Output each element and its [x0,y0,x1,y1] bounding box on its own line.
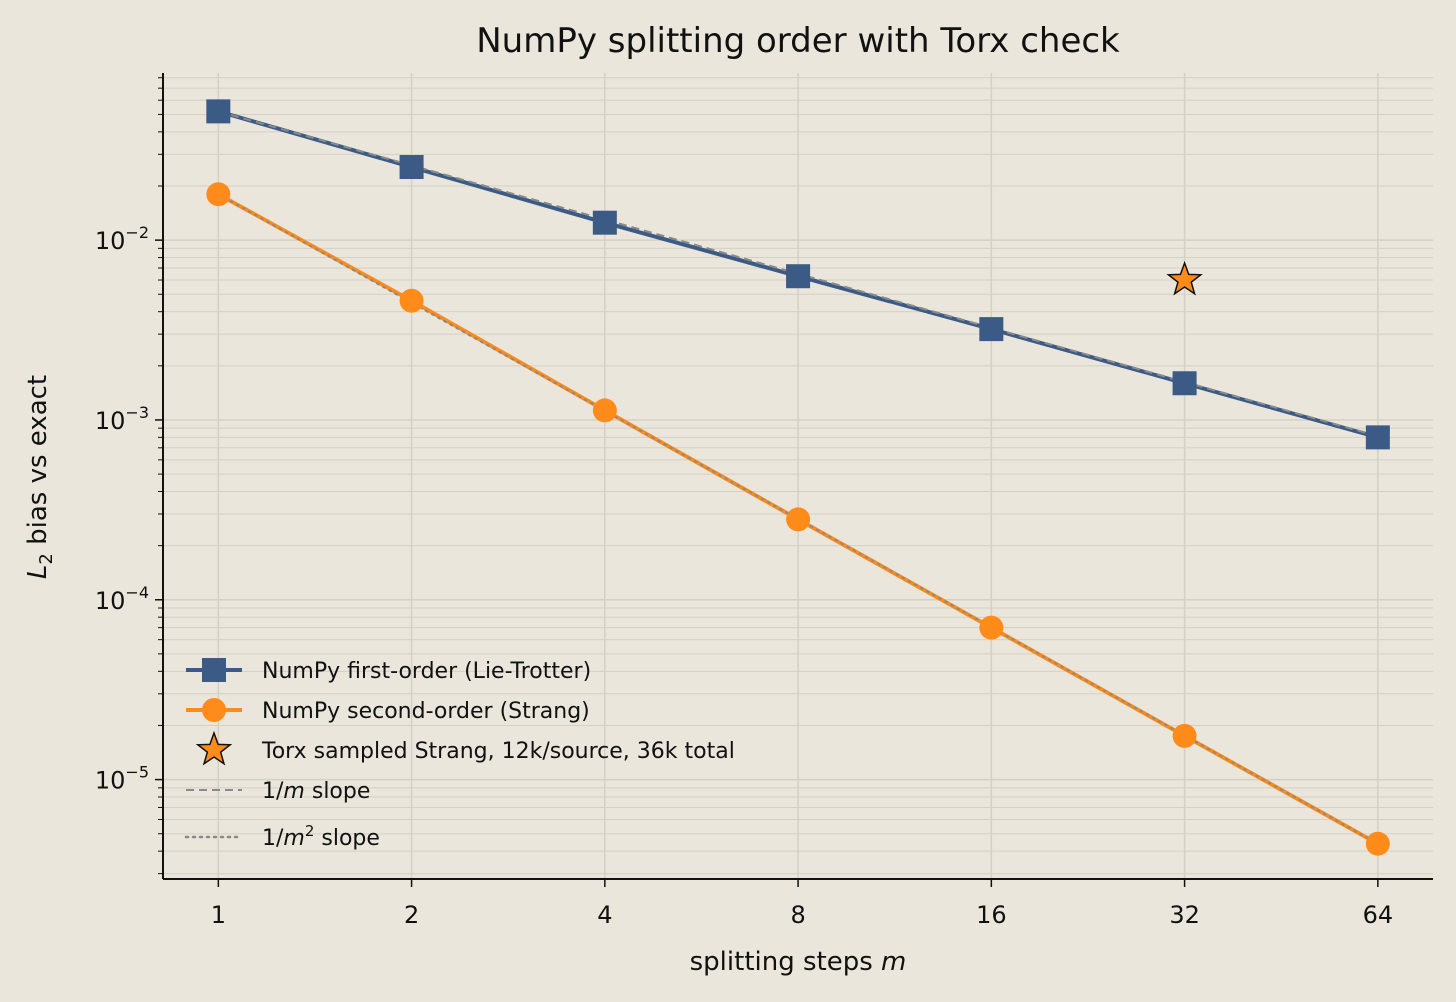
legend: NumPy first-order (Lie-Trotter) NumPy se… [184,658,735,851]
point-first-order [399,155,424,180]
legend-star-marker [195,730,233,766]
point-second-order [1172,723,1197,748]
legend-circle-marker [202,698,226,722]
legend-label-ref-m: 1/m slope [262,779,370,804]
grid [163,73,1433,879]
point-first-order [206,99,231,124]
point-second-order [979,615,1004,640]
x-tick-label: 16 [976,901,1007,929]
torx-star-point [1166,260,1203,296]
legend-label-torx: Torx sampled Strang, 12k/source, 36k tot… [261,739,735,764]
point-second-order [206,182,231,207]
y-tick-label: 10−2 [95,223,149,255]
point-first-order [786,264,811,289]
x-tick-label: 8 [790,901,805,929]
point-first-order [592,210,617,235]
y-tick-label: 10−3 [95,403,149,435]
y-axis-label: L2 bias vs exact [23,375,57,579]
markers [206,99,1390,856]
point-first-order [1365,425,1390,450]
point-second-order [1365,831,1390,856]
point-first-order [1172,371,1197,396]
x-tick-label: 1 [211,901,226,929]
point-second-order [592,398,617,423]
x-tick-label: 4 [597,901,612,929]
y-ticks: 10−2 10−3 10−4 10−5 [95,77,163,875]
chart-title: NumPy splitting order with Torx check [476,21,1120,61]
legend-label-first-order: NumPy first-order (Lie-Trotter) [262,659,591,684]
point-first-order [979,317,1004,342]
legend-square-marker [202,658,226,682]
y-tick-label: 10−4 [95,583,149,615]
legend-label-second-order: NumPy second-order (Strang) [262,699,590,724]
point-second-order [786,507,811,532]
point-second-order [399,288,424,313]
legend-label-ref-m2: 1/m2 slope [262,822,380,851]
x-tick-label: 64 [1363,901,1394,929]
x-tick-label: 2 [404,901,419,929]
x-ticks: 1 2 4 8 16 32 64 [211,879,1393,929]
x-axis-label: splitting steps m [690,947,907,977]
x-tick-label: 32 [1169,901,1200,929]
y-tick-label: 10−5 [95,763,149,795]
